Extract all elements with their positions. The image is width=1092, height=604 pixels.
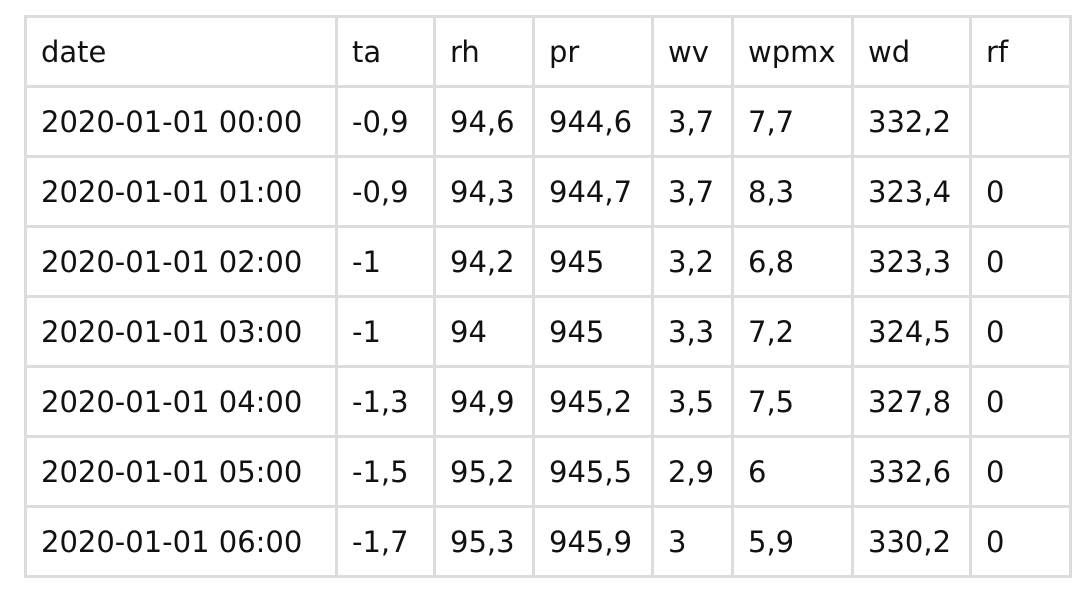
cell-rf: 0 [969,295,1072,368]
cell-pr: 945 [532,225,654,298]
cell-wv: 3,3 [651,295,734,368]
cell-rf: 0 [969,505,1072,578]
table-row: 2020-01-01 03:00 -1 94 945 3,3 7,2 324,5… [24,295,1072,368]
cell-date: 2020-01-01 06:00 [24,505,338,578]
cell-wd: 327,8 [851,365,972,438]
cell-wpmx: 7,5 [731,365,854,438]
cell-rh: 94,3 [433,155,535,228]
column-header-wv: wv [651,15,734,88]
cell-ta: -0,9 [335,85,436,158]
table-row: 2020-01-01 01:00 -0,9 94,3 944,7 3,7 8,3… [24,155,1072,228]
cell-wv: 3,7 [651,155,734,228]
column-header-wd: wd [851,15,972,88]
cell-pr: 945,5 [532,435,654,508]
column-header-rh: rh [433,15,535,88]
cell-wpmx: 6 [731,435,854,508]
cell-ta: -1 [335,225,436,298]
cell-wpmx: 7,7 [731,85,854,158]
cell-rh: 94,2 [433,225,535,298]
cell-rf: 0 [969,225,1072,298]
cell-wpmx: 7,2 [731,295,854,368]
cell-rh: 94,6 [433,85,535,158]
cell-pr: 944,7 [532,155,654,228]
cell-wd: 332,2 [851,85,972,158]
cell-wv: 3,2 [651,225,734,298]
cell-pr: 944,6 [532,85,654,158]
cell-wv: 3,5 [651,365,734,438]
column-header-rf: rf [969,15,1072,88]
cell-wpmx: 8,3 [731,155,854,228]
cell-ta: -1,7 [335,505,436,578]
weather-data-table: date ta rh pr wv wpmx wd rf 2020-01-01 0… [24,15,1072,578]
cell-rh: 94 [433,295,535,368]
cell-wd: 324,5 [851,295,972,368]
cell-date: 2020-01-01 02:00 [24,225,338,298]
table-row: 2020-01-01 06:00 -1,7 95,3 945,9 3 5,9 3… [24,505,1072,578]
table-row: 2020-01-01 05:00 -1,5 95,2 945,5 2,9 6 3… [24,435,1072,508]
cell-wpmx: 6,8 [731,225,854,298]
cell-ta: -1,5 [335,435,436,508]
column-header-pr: pr [532,15,654,88]
header-row: date ta rh pr wv wpmx wd rf [24,15,1072,88]
cell-wv: 2,9 [651,435,734,508]
cell-pr: 945,2 [532,365,654,438]
column-header-date: date [24,15,338,88]
cell-rh: 95,3 [433,505,535,578]
cell-rf: 0 [969,435,1072,508]
cell-rf: 0 [969,365,1072,438]
cell-rh: 95,2 [433,435,535,508]
column-header-ta: ta [335,15,436,88]
cell-ta: -1,3 [335,365,436,438]
cell-date: 2020-01-01 03:00 [24,295,338,368]
cell-wpmx: 5,9 [731,505,854,578]
cell-rf [969,85,1072,158]
cell-wd: 332,6 [851,435,972,508]
cell-pr: 945,9 [532,505,654,578]
table-row: 2020-01-01 04:00 -1,3 94,9 945,2 3,5 7,5… [24,365,1072,438]
cell-wd: 330,2 [851,505,972,578]
cell-wd: 323,4 [851,155,972,228]
cell-date: 2020-01-01 00:00 [24,85,338,158]
cell-date: 2020-01-01 05:00 [24,435,338,508]
cell-pr: 945 [532,295,654,368]
cell-wv: 3 [651,505,734,578]
cell-date: 2020-01-01 04:00 [24,365,338,438]
cell-date: 2020-01-01 01:00 [24,155,338,228]
table-row: 2020-01-01 02:00 -1 94,2 945 3,2 6,8 323… [24,225,1072,298]
cell-ta: -1 [335,295,436,368]
cell-rf: 0 [969,155,1072,228]
cell-wd: 323,3 [851,225,972,298]
column-header-wpmx: wpmx [731,15,854,88]
table-row: 2020-01-01 00:00 -0,9 94,6 944,6 3,7 7,7… [24,85,1072,158]
cell-wv: 3,7 [651,85,734,158]
cell-rh: 94,9 [433,365,535,438]
data-table-container: date ta rh pr wv wpmx wd rf 2020-01-01 0… [24,15,1072,578]
cell-ta: -0,9 [335,155,436,228]
